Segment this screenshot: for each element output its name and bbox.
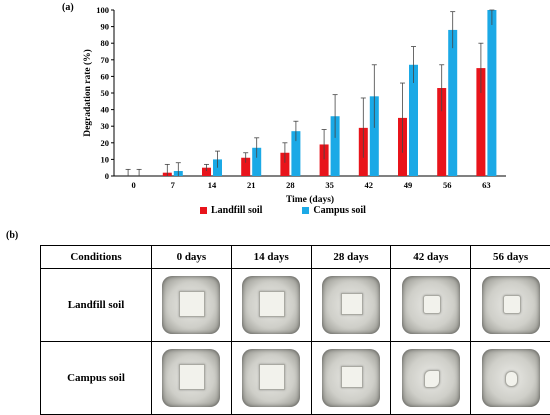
petri-dish-image [242, 276, 300, 334]
legend-item-landfill: Landfill soil [200, 205, 262, 216]
film-sample [503, 295, 521, 314]
petri-dish-image [402, 276, 460, 334]
photo-landfill-28 [311, 269, 391, 342]
bar-campus [487, 10, 496, 176]
x-tick-label: 42 [365, 180, 374, 190]
y-tick-label: 10 [101, 154, 110, 164]
photo-landfill-42 [391, 269, 471, 342]
film-sample [424, 370, 440, 388]
x-tick-label: 56 [443, 180, 452, 190]
film-sample [341, 366, 363, 388]
petri-dish-image [482, 276, 540, 334]
chart-legend: Landfill soil Campus soil [200, 205, 366, 216]
legend-label-campus: Campus soil [313, 205, 366, 216]
header-conditions: Conditions [41, 246, 152, 269]
panel-b-label: (b) [6, 230, 18, 241]
table-row-landfill: Landfill soil [41, 269, 550, 342]
row-label-campus: Campus soil [41, 342, 152, 415]
row-label-landfill: Landfill soil [41, 269, 152, 342]
table-header-row: Conditions 0 days 14 days 28 days 42 day… [41, 246, 550, 269]
photo-campus-42 [391, 342, 471, 415]
film-sample [341, 293, 363, 315]
petri-dish-image [402, 349, 460, 407]
header-28-days: 28 days [311, 246, 391, 269]
bar-campus [448, 30, 457, 176]
header-14-days: 14 days [231, 246, 311, 269]
petri-dish-image [322, 276, 380, 334]
film-sample [423, 295, 441, 314]
x-tick-label: 0 [131, 180, 135, 190]
film-sample [179, 364, 205, 390]
photo-campus-28 [311, 342, 391, 415]
y-tick-label: 40 [101, 105, 110, 115]
legend-swatch-landfill [200, 207, 207, 214]
conditions-table: Conditions 0 days 14 days 28 days 42 day… [40, 245, 550, 415]
legend-label-landfill: Landfill soil [211, 205, 262, 216]
photo-landfill-56 [471, 269, 550, 342]
x-tick-label: 14 [208, 180, 217, 190]
y-tick-label: 20 [101, 138, 110, 148]
x-tick-label: 21 [247, 180, 256, 190]
film-sample [259, 291, 285, 317]
photo-campus-56 [471, 342, 550, 415]
y-tick-label: 0 [105, 171, 109, 181]
x-tick-label: 49 [404, 180, 413, 190]
photo-landfill-0 [152, 269, 232, 342]
x-tick-label: 7 [171, 180, 176, 190]
film-sample [259, 364, 285, 390]
y-tick-label: 30 [101, 121, 110, 131]
photo-landfill-14 [231, 269, 311, 342]
photo-campus-0 [152, 342, 232, 415]
y-tick-label: 50 [101, 88, 110, 98]
x-tick-label: 35 [325, 180, 334, 190]
petri-dish-image [242, 349, 300, 407]
x-axis-title: Time (days) [286, 194, 334, 205]
x-tick-label: 28 [286, 180, 295, 190]
degradation-bar-chart: 0 10 20 30 40 50 60 70 80 90 100 0 7 14 21 28 35 42 49 56 63… [0, 0, 550, 215]
legend-swatch-campus [302, 207, 309, 214]
y-tick-label: 100 [96, 5, 109, 15]
petri-dish-image [162, 349, 220, 407]
header-56-days: 56 days [471, 246, 550, 269]
photo-campus-14 [231, 342, 311, 415]
header-42-days: 42 days [391, 246, 471, 269]
y-tick-label: 60 [101, 71, 110, 81]
y-tick-label: 80 [101, 38, 110, 48]
film-sample [179, 291, 205, 317]
petri-dish-image [482, 349, 540, 407]
table-row-campus: Campus soil [41, 342, 550, 415]
film-sample [505, 371, 518, 387]
y-tick-label: 90 [101, 22, 110, 32]
petri-dish-image [162, 276, 220, 334]
header-0-days: 0 days [152, 246, 232, 269]
y-tick-label: 70 [101, 55, 110, 65]
y-axis-title: Degradation rate (%) [82, 49, 93, 137]
legend-item-campus: Campus soil [302, 205, 366, 216]
petri-dish-image [322, 349, 380, 407]
x-tick-label: 63 [482, 180, 491, 190]
